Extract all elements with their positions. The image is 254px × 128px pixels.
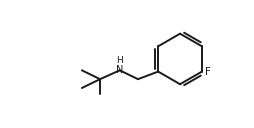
- Text: F: F: [205, 67, 211, 77]
- Text: H: H: [116, 56, 123, 65]
- Text: N: N: [116, 65, 123, 75]
